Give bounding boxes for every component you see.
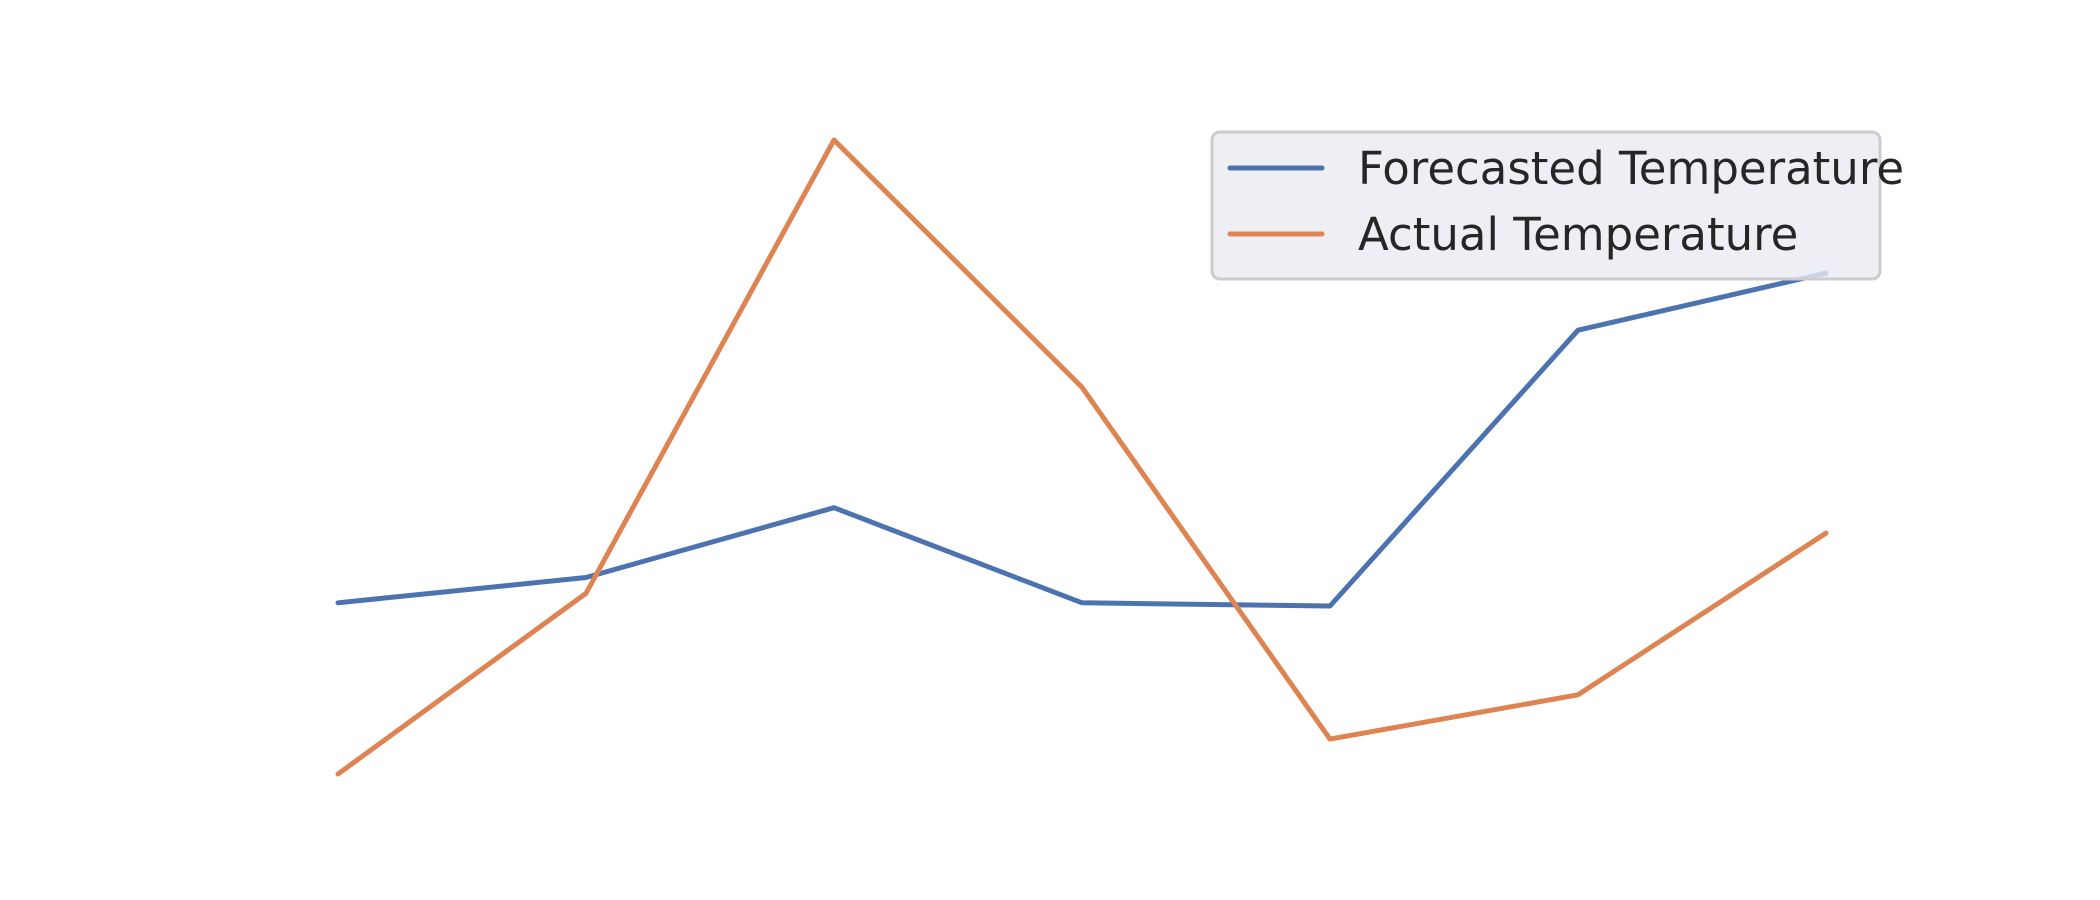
- legend: Forecasted Temperature Actual Temperatur…: [1210, 130, 1904, 281]
- series-line-forecasted: [335, 270, 1829, 609]
- legend-label-forecasted: Forecasted Temperature: [1358, 142, 1904, 195]
- series-lines: [335, 137, 1829, 777]
- legend-entry-actual: Actual Temperature: [1227, 208, 1798, 261]
- legend-entry-forecasted: Forecasted Temperature: [1227, 142, 1904, 195]
- legend-frame: [1210, 130, 1882, 281]
- legend-label-actual: Actual Temperature: [1358, 208, 1798, 261]
- series-line-actual: [335, 137, 1829, 777]
